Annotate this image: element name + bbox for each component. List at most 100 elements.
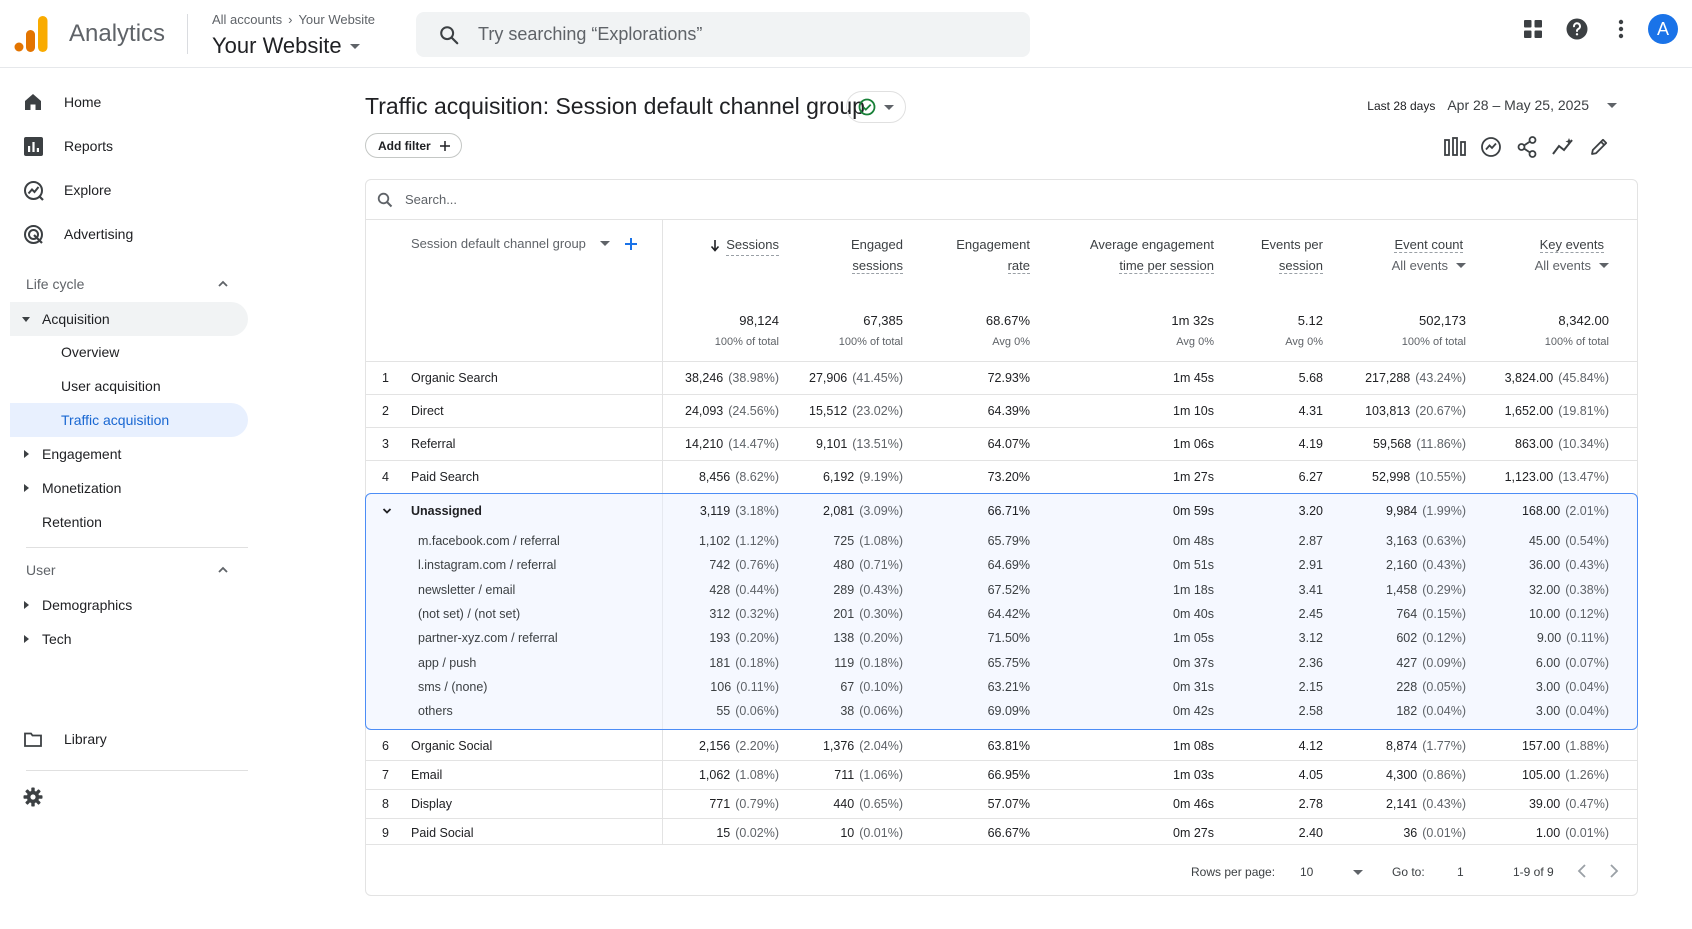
cell-value: 6.00 [1535,655,1561,670]
col-header-event-count[interactable]: Event count All events [1392,234,1466,276]
sidebar-item-overview[interactable]: Overview [10,335,248,369]
cell-key: 1.00 (0.01%) [1536,819,1609,847]
child-table-row[interactable]: l.instagram.com / referral 742 (0.76%) 480 (… [366,553,1637,577]
channel-name[interactable]: Unassigned [411,503,482,518]
cell-value: 1m 27s [1173,470,1214,484]
col-header-events-per-session[interactable]: Events per session [1261,234,1323,276]
breadcrumb-property[interactable]: Your Website [298,12,376,27]
edit-pencil-icon[interactable] [1588,136,1610,158]
channel-name[interactable]: Paid Search [411,470,480,484]
cell-avg: 1m 05s [1173,626,1214,650]
insights-icon[interactable] [1552,136,1574,158]
col-header-avg-engagement-time[interactable]: Average engagement time per session [1090,234,1214,276]
cell-value: 725 [833,534,855,548]
apps-grid-icon[interactable] [1518,14,1548,44]
cell-avg: 0m 37s [1173,651,1214,675]
col-header-engagement-rate[interactable]: Engagement rate [956,234,1030,276]
sidebar-item-explore[interactable]: Explore [10,170,240,210]
child-table-row[interactable]: m.facebook.com / referral 1,102 (1.12%) 725… [366,529,1637,553]
table-row[interactable]: 2 Direct 24,093 (24.56%) 15,512 (23.02%) 64.39… [366,394,1637,427]
global-search[interactable] [416,12,1030,57]
cell-eps: 2.78 [1299,790,1323,818]
cell-value: 2.87 [1298,534,1323,548]
chevron-right-icon[interactable] [1609,863,1619,882]
child-table-row[interactable]: others 55 (0.06%) 38 (0.06%) 69.09% 0m 42s 2.58… [366,699,1637,723]
cell-value: 440 [833,797,855,811]
sidebar-item-advertising[interactable]: Advertising [10,214,240,254]
add-dimension-plus-icon[interactable] [624,237,638,251]
rows-per-page-select[interactable]: 10 [1300,865,1364,879]
table-row[interactable]: 4 Paid Search 8,456 (8.62%) 6,192 (9.19%) 73.2… [366,460,1637,493]
sidebar-item-engagement[interactable]: Engagement [10,437,248,471]
sidebar-item-acquisition[interactable]: Acquisition [10,302,248,336]
table-row[interactable]: 1 Organic Search 38,246 (38.98%) 27,906 (41.4… [366,361,1637,394]
table-search-input[interactable] [405,192,1005,207]
col-header-key-events[interactable]: Key events All events [1535,234,1609,276]
collapse-row-chevron-icon[interactable] [382,494,392,527]
sidebar-item-retention[interactable]: Retention [10,505,248,539]
dimension-selector[interactable]: Session default channel group [411,236,638,251]
sidebar-item-demographics[interactable]: Demographics [10,588,248,622]
table-row[interactable]: 8 Display 771 (0.79%) 440 (0.65%) 57.07% 0m 46s… [366,789,1637,818]
cell-value: 72.93% [987,371,1030,385]
goto-page-input[interactable]: 1 [1457,865,1464,879]
event-count-filter[interactable]: All events [1392,255,1466,276]
cell-events: 228 (0.05%) [1396,675,1466,699]
total-subtext: 100% of total [1544,336,1609,348]
sidebar-settings[interactable] [10,777,240,817]
chevron-left-icon[interactable] [1577,863,1587,882]
analytics-logo-icon[interactable] [14,16,48,52]
customize-report-icon[interactable] [1444,136,1466,158]
date-range-picker[interactable]: Last 28 days Apr 28 – May 25, 2025 [1367,97,1617,113]
section-life-cycle[interactable]: Life cycle [10,267,248,301]
cell-value: 9,101 [815,437,848,451]
cell-rate: 69.09% [988,699,1030,723]
sidebar-item-user-acquisition[interactable]: User acquisition [10,369,248,403]
child-table-row[interactable]: (not set) / (not set) 312 (0.32%) 201 (0.30%… [366,602,1637,626]
add-filter-button[interactable]: Add filter [365,133,462,158]
table-row[interactable]: 9 Paid Social 15 (0.02%) 10 (0.01%) 66.67% 0m 2… [366,818,1637,847]
sidebar-item-home[interactable]: Home [10,82,240,122]
channel-name[interactable]: Paid Social [411,826,474,840]
channel-name[interactable]: Email [411,768,443,782]
channel-name[interactable]: Direct [411,404,444,418]
row-number: 8 [382,797,389,811]
col-header-sessions[interactable]: Sessions [710,234,779,256]
table-row[interactable]: Unassigned 3,119 (3.18%) 2,081 (3.09%) 66.71%… [366,494,1637,527]
more-vert-icon[interactable] [1606,14,1636,44]
child-table-row[interactable]: sms / (none) 106 (0.11%) 67 (0.10%) 63.21% 0m … [366,675,1637,699]
property-selector[interactable]: Your Website [212,33,360,59]
sidebar-item-traffic-acquisition[interactable]: Traffic acquisition [10,403,248,437]
child-table-row[interactable]: app / push 181 (0.18%) 119 (0.18%) 65.75% 0m 3… [366,651,1637,675]
sidebar-item-library[interactable]: Library [10,719,240,759]
child-table-row[interactable]: newsletter / email 428 (0.44%) 289 (0.43%) 67… [366,578,1637,602]
table-row[interactable]: 3 Referral 14,210 (14.47%) 9,101 (13.51%) 64.0… [366,427,1637,460]
key-events-filter[interactable]: All events [1535,255,1609,276]
table-search[interactable] [366,180,1637,220]
avatar[interactable]: A [1648,14,1678,44]
channel-name[interactable]: Organic Search [411,371,498,385]
channel-name[interactable]: Display [411,797,452,811]
cell-events: 3,163 (0.63%) [1386,529,1466,553]
cell-percent: (1.12%) [735,534,779,548]
table-row[interactable]: 7 Email 1,062 (1.08%) 711 (1.06%) 66.95% 1m 03s… [366,760,1637,789]
cell-sessions: 3,119 (3.18%) [700,494,779,527]
child-table-row[interactable]: partner-xyz.com / referral 193 (0.20%) 138 (… [366,626,1637,650]
cell-value: 52,998 [1372,470,1411,484]
channel-name[interactable]: Organic Social [411,738,493,753]
section-user[interactable]: User [10,553,248,587]
help-icon[interactable] [1562,14,1592,44]
table-row[interactable]: 6 Organic Social 2,156 (2.20%) 1,376 (2.04%) 6… [366,731,1637,760]
sidebar-item-monetization[interactable]: Monetization [10,471,248,505]
channel-name[interactable]: Referral [411,437,456,451]
col-header-engaged-sessions[interactable]: Engaged sessions [851,234,903,276]
sidebar-item-tech[interactable]: Tech [10,622,248,656]
global-search-input[interactable] [478,24,978,45]
sidebar-item-label: Reports [64,138,114,154]
report-status-dropdown[interactable] [846,91,906,123]
compare-icon[interactable] [1480,136,1502,158]
share-icon[interactable] [1516,136,1538,158]
breadcrumb-all-accounts[interactable]: All accounts [212,12,283,27]
sidebar-item-reports[interactable]: Reports [10,126,240,166]
cell-value: 71.50% [987,631,1030,646]
